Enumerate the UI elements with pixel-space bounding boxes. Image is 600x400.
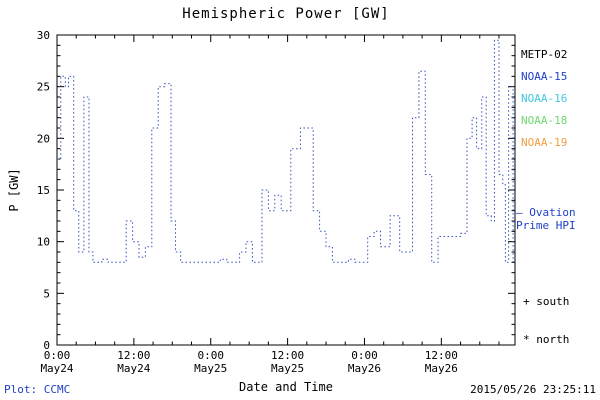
x-tick-date-label: May25 (194, 362, 227, 375)
x-tick-time-label: 12:00 (425, 349, 458, 362)
generation-timestamp: 2015/05/26 23:25:11 (470, 383, 596, 396)
x-tick-time-label: 12:00 (117, 349, 150, 362)
ovation-label-line1: Ovation (529, 206, 576, 219)
x-axis-label: Date and Time (239, 380, 333, 394)
x-tick-time-label: 0:00 (44, 349, 71, 362)
y-tick-label: 5 (43, 287, 50, 300)
south-marker-key: + south (523, 295, 570, 308)
x-tick-date-label: May24 (117, 362, 150, 375)
legend-item-noaa-15: NOAA-15 (521, 70, 568, 83)
ovation-label-line2: Prime HPI (516, 219, 576, 232)
x-tick-time-label: 0:00 (351, 349, 378, 362)
y-tick-label: 25 (37, 81, 50, 94)
x-tick-date-label: May24 (40, 362, 73, 375)
y-tick-label: 30 (37, 29, 50, 42)
x-tick-date-label: May26 (348, 362, 381, 375)
line-style-sample: – (516, 206, 523, 219)
x-tick-date-label: May26 (425, 362, 458, 375)
x-tick-date-label: May25 (271, 362, 304, 375)
north-marker-key: * north (523, 333, 570, 346)
legend-item-noaa-16: NOAA-16 (521, 92, 568, 105)
x-tick-time-label: 12:00 (271, 349, 304, 362)
chart-title: Hemispheric Power [GW] (182, 6, 390, 22)
legend-item-noaa-19: NOAA-19 (521, 136, 568, 149)
y-tick-label: 10 (37, 236, 50, 249)
y-tick-label: 0 (43, 339, 50, 352)
legend-item-metp-02: METP-02 (521, 48, 568, 61)
legend-item-noaa-18: NOAA-18 (521, 114, 568, 127)
ovation-annotation: – Ovation Prime HPI (516, 206, 576, 232)
plot-border (56, 34, 516, 346)
y-tick-label: 20 (37, 132, 50, 145)
x-tick-time-label: 0:00 (197, 349, 224, 362)
plot-credit: Plot: CCMC (4, 383, 71, 396)
satellite-legend: METP-02 NOAA-15 NOAA-16 NOAA-18 NOAA-19 (521, 44, 567, 154)
y-tick-label: 15 (37, 184, 50, 197)
hpi-step-line (57, 39, 515, 263)
